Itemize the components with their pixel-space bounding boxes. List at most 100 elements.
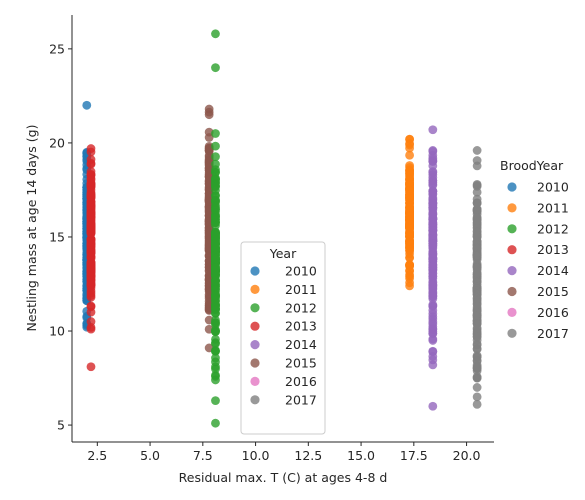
data-point (211, 396, 220, 406)
outer-legend-label: 2010 (537, 180, 569, 195)
x-tick-label: 17.5 (400, 448, 428, 463)
inner-legend-frame (240, 241, 326, 435)
outer-legend-label: 2015 (537, 284, 569, 299)
data-point (204, 110, 214, 120)
data-point (211, 325, 220, 335)
data-point (472, 179, 482, 189)
data-point (211, 129, 220, 138)
data-point (428, 150, 438, 160)
inner-legend-marker (250, 321, 260, 331)
data-point (472, 392, 482, 402)
y-axis-label: Nestling mass at age 14 days (g) (24, 125, 39, 332)
data-point (405, 273, 414, 283)
data-point (472, 323, 482, 333)
data-point (86, 178, 96, 188)
data-point (211, 346, 220, 356)
data-point (211, 141, 220, 151)
series-2015-points (204, 104, 214, 353)
inner-legend-marker (250, 376, 260, 386)
data-point (405, 261, 414, 271)
outer-legend-label: 2011 (537, 200, 569, 215)
data-point (428, 309, 438, 319)
outer-legend-label: 2012 (537, 221, 569, 236)
data-point (86, 228, 96, 238)
data-point (405, 205, 414, 214)
data-point (211, 291, 220, 301)
data-point (472, 204, 482, 214)
outer-legend-marker (507, 245, 517, 255)
data-point (428, 180, 438, 190)
data-point (472, 216, 482, 226)
data-point (405, 224, 414, 233)
series-2014-points (428, 125, 438, 411)
data-point (86, 251, 96, 261)
data-point (86, 307, 96, 317)
data-point (211, 229, 220, 238)
data-point (86, 197, 96, 207)
x-tick-label: 7.5 (193, 448, 213, 463)
data-point (211, 152, 220, 161)
outer-legend-label: 2017 (537, 326, 569, 341)
data-point (86, 158, 96, 168)
inner-legend-entries: 2010 2011 2012 2013 2014 2015 2016 2017 (250, 264, 317, 407)
outer-legend-title: BroodYear (500, 158, 564, 173)
data-point (211, 239, 220, 249)
inner-legend-title: Year (269, 246, 297, 261)
data-point (211, 182, 220, 192)
y-tick-label: 10 (49, 324, 65, 339)
series-2012-points (211, 29, 220, 428)
x-tick-label: 2.5 (87, 448, 107, 463)
y-tick-label: 20 (49, 135, 65, 150)
data-point (211, 196, 220, 205)
data-point (428, 346, 438, 356)
data-point (428, 328, 438, 338)
data-point (211, 29, 220, 39)
inner-legend-marker (250, 395, 260, 405)
data-point (86, 266, 96, 276)
x-tick-label: 20.0 (453, 448, 481, 463)
data-point (204, 191, 214, 201)
inner-legend-label: 2013 (285, 319, 317, 334)
outer-legend-marker (507, 182, 517, 192)
inner-legend-label: 2012 (285, 300, 317, 315)
data-point (86, 288, 96, 298)
y-tick-label: 15 (49, 229, 65, 244)
data-point (428, 254, 438, 264)
data-point (428, 317, 438, 327)
data-point (211, 263, 220, 273)
y-axis-ticks: 5 10 15 20 25 (49, 41, 72, 433)
outer-legend: BroodYear 201020112012201320142015201620… (500, 158, 569, 341)
data-point (472, 356, 482, 365)
x-tick-label: 5.0 (140, 448, 160, 463)
outer-legend-label: 2016 (537, 305, 569, 320)
x-tick-label: 15.0 (347, 448, 375, 463)
data-point (211, 173, 220, 183)
data-point (472, 362, 482, 372)
x-tick-label: 12.5 (294, 448, 322, 463)
data-point (405, 186, 414, 195)
x-axis-label: Residual max. T (C) at ages 4-8 d (179, 470, 388, 485)
inner-legend-label: 2014 (285, 337, 317, 352)
outer-legend-label: 2014 (537, 263, 569, 278)
inner-legend-marker (250, 266, 260, 276)
data-point (428, 125, 438, 135)
inner-legend-label: 2015 (285, 356, 317, 371)
data-point (211, 63, 220, 73)
outer-legend-marker (507, 328, 517, 338)
y-tick-label: 5 (57, 418, 65, 433)
inner-legend-label: 2010 (285, 264, 317, 279)
inner-legend: Year 2010 2011 2012 2013 2014 2015 2016 2017 (240, 241, 326, 435)
data-point (472, 340, 482, 350)
data-point (428, 360, 438, 370)
data-point (428, 261, 438, 270)
data-point (472, 187, 482, 197)
data-point (204, 141, 214, 151)
series-2017-points (472, 146, 482, 409)
data-point (204, 133, 214, 142)
data-point (86, 220, 96, 230)
data-point (472, 373, 482, 383)
data-point (405, 249, 414, 259)
data-point (472, 194, 482, 204)
data-point (86, 301, 96, 311)
